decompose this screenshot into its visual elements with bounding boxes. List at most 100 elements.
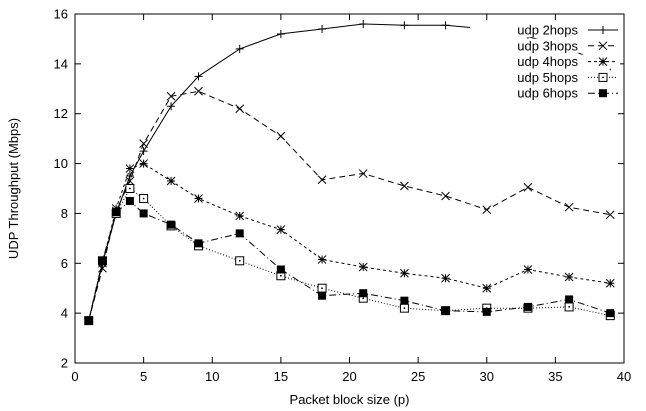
legend-entry-3hops-label: udp 3hops bbox=[517, 38, 578, 53]
series-6hops-point bbox=[400, 296, 409, 305]
series-4hops-point bbox=[564, 272, 574, 282]
series-5hops-point-center bbox=[238, 259, 241, 262]
series-5hops-point-center bbox=[129, 187, 131, 190]
series-6hops-point bbox=[276, 265, 285, 274]
series-4hops-point bbox=[276, 225, 286, 234]
series-4hops-point bbox=[194, 194, 203, 203]
series-2hops-point bbox=[400, 21, 409, 30]
series-6hops-point bbox=[441, 306, 450, 315]
series-5hops-point-center bbox=[568, 306, 570, 308]
series-5hops-point-center bbox=[403, 307, 406, 310]
legend-entry-6hops-marker bbox=[599, 89, 607, 98]
series-2hops-point bbox=[125, 172, 134, 181]
series-2hops-point bbox=[194, 72, 203, 81]
y-tick-label: 6 bbox=[61, 256, 68, 271]
series-3hops-point bbox=[194, 86, 203, 96]
series-6hops-point bbox=[194, 239, 203, 248]
series-3hops-line bbox=[88, 90, 611, 321]
series-3hops-point bbox=[276, 131, 286, 141]
series-5hops-point-center bbox=[321, 287, 323, 290]
legend-entry-2hops: udp 2hops bbox=[470, 23, 620, 38]
series-4hops-point bbox=[400, 268, 409, 278]
series-6hops-point bbox=[318, 291, 327, 300]
legend-entry-5hops-label: udp 5hops bbox=[517, 70, 578, 85]
series-3hops-point bbox=[358, 169, 368, 178]
x-tick-label: 5 bbox=[140, 369, 147, 384]
series-6hops-point bbox=[482, 307, 491, 316]
legend-entry-3hops-marker bbox=[598, 41, 608, 51]
x-tick-label: 30 bbox=[480, 369, 494, 384]
series-2hops-point bbox=[235, 44, 244, 53]
series-3hops bbox=[84, 86, 615, 325]
series-4hops-point bbox=[166, 176, 176, 186]
plot-frame bbox=[74, 13, 625, 364]
series-4hops-line bbox=[88, 163, 611, 321]
series-4hops-point bbox=[139, 159, 148, 168]
series-4hops-point bbox=[125, 164, 135, 173]
series-3hops-point bbox=[400, 181, 409, 191]
series-6hops-point bbox=[139, 209, 148, 218]
y-tick-label: 2 bbox=[61, 356, 68, 371]
series-2hops-point bbox=[276, 29, 285, 38]
x-tick-label: 25 bbox=[411, 369, 425, 384]
series-4hops-point bbox=[358, 262, 368, 272]
series-6hops-point bbox=[523, 302, 532, 311]
series-5hops-point-center bbox=[279, 274, 282, 277]
series-4hops-point bbox=[441, 273, 450, 283]
y-axis-title: UDP Throughput (Mbps) bbox=[6, 118, 21, 259]
x-tick-label: 10 bbox=[205, 369, 219, 384]
x-tick-label: 40 bbox=[617, 369, 631, 384]
legend-entry-6hops-bg bbox=[470, 86, 620, 101]
legend-entry-4hops-label: udp 4hops bbox=[517, 54, 578, 69]
legend-entry-2hops-marker bbox=[599, 26, 607, 34]
legend-entry-4hops: udp 4hops bbox=[470, 54, 620, 69]
series-3hops-point bbox=[125, 176, 135, 186]
series-2hops-point bbox=[441, 21, 450, 30]
y-tick-label: 10 bbox=[54, 156, 68, 171]
legend-entry-4hops-bg bbox=[470, 54, 620, 69]
legend-entry-3hops-bg bbox=[470, 38, 620, 53]
series-6hops-point bbox=[565, 295, 574, 304]
series-3hops-point bbox=[317, 175, 327, 185]
series-6hops-point bbox=[112, 208, 121, 217]
series-3hops-point bbox=[139, 139, 148, 148]
series-6hops-point bbox=[359, 289, 368, 298]
legend-entry-6hops: udp 6hops bbox=[470, 86, 620, 101]
series-2hops-point bbox=[139, 147, 148, 156]
series-6hops-point bbox=[167, 220, 176, 229]
series-6hops-point bbox=[84, 316, 93, 325]
y-tick-label: 12 bbox=[54, 106, 68, 121]
series-4hops-point bbox=[523, 265, 533, 274]
series-6hops-point bbox=[606, 309, 615, 318]
series-5hops-point-center bbox=[362, 297, 365, 300]
series-3hops-point bbox=[605, 210, 615, 220]
series-5hops bbox=[84, 184, 615, 326]
series-4hops bbox=[84, 159, 615, 325]
series-5hops-line bbox=[88, 187, 611, 321]
legend-entry-6hops-label: udp 6hops bbox=[517, 86, 578, 101]
series-6hops-point bbox=[125, 196, 134, 205]
series-4hops-point bbox=[235, 211, 245, 221]
legend-entry-4hops-marker bbox=[598, 57, 608, 66]
series-4hops-point bbox=[482, 283, 492, 293]
y-tick-label: 14 bbox=[54, 56, 68, 71]
series-4hops-point bbox=[317, 255, 327, 264]
series-2hops-point bbox=[318, 24, 327, 33]
series-2hops-point bbox=[359, 19, 368, 28]
series-6hops-point bbox=[98, 256, 107, 265]
series-3hops-point bbox=[564, 202, 574, 212]
series-3hops-point bbox=[441, 191, 450, 201]
legend-entry-5hops-marker-center bbox=[602, 76, 604, 79]
y-tick-label: 4 bbox=[61, 306, 68, 321]
series-6hops-line bbox=[88, 200, 611, 321]
series-3hops-point bbox=[235, 104, 245, 114]
legend-entry-3hops: udp 3hops bbox=[470, 38, 620, 53]
x-tick-label: 20 bbox=[342, 369, 356, 384]
series-6hops-point bbox=[235, 229, 244, 238]
x-axis-title: Packet block size (p) bbox=[290, 392, 410, 407]
series-3hops-point bbox=[166, 91, 176, 101]
legend-entry-5hops: udp 5hops bbox=[470, 70, 620, 85]
y-tick-label: 16 bbox=[54, 7, 68, 22]
